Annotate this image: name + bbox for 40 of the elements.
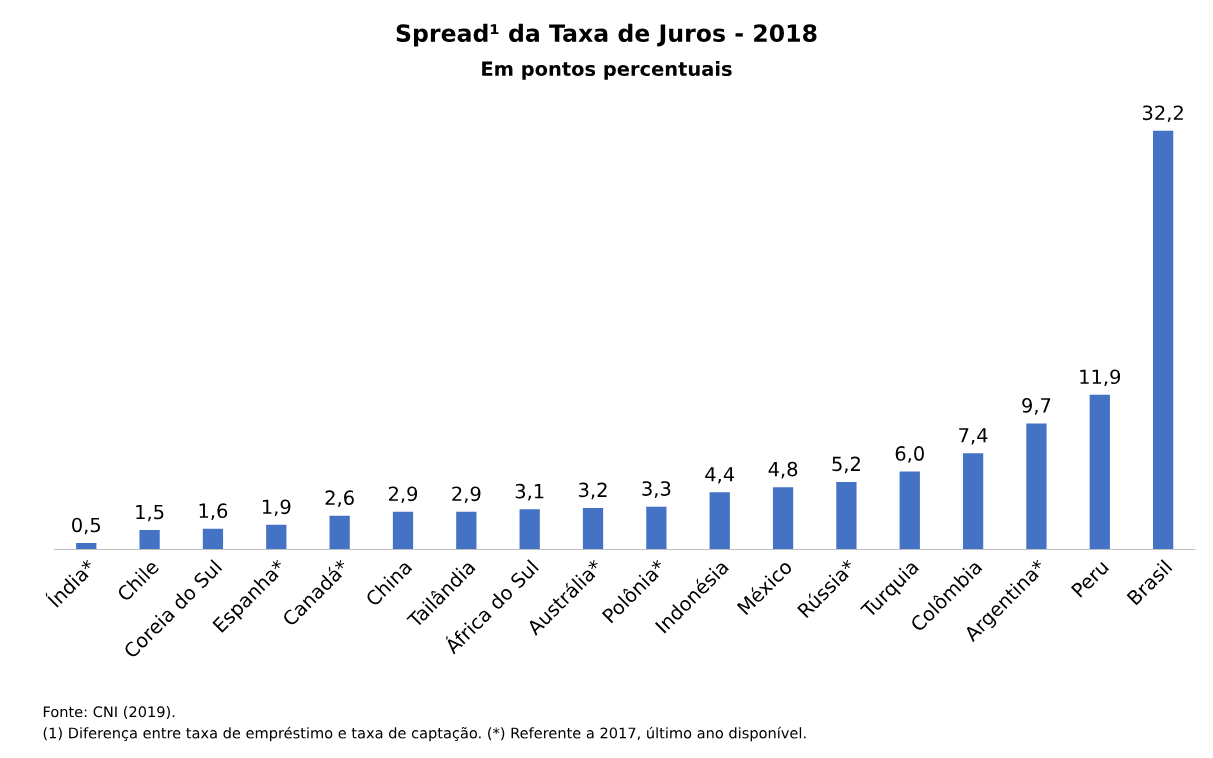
bar — [139, 530, 160, 550]
bar — [836, 481, 857, 550]
bar — [266, 524, 287, 550]
bar — [646, 506, 667, 550]
data-label: 5,2 — [832, 456, 860, 474]
data-label: 4,4 — [705, 467, 735, 484]
text: (1) Diferença entre taxa de empréstimo e taxa de captação. (*) Referente a 2017, último ano disponível. — [43, 726, 806, 742]
data-label: 11,9 — [1080, 369, 1121, 387]
bar — [899, 471, 920, 550]
data-label: 3,2 — [579, 482, 607, 500]
data-label: 4,8 — [768, 461, 798, 479]
bar — [202, 528, 224, 550]
bar — [1026, 423, 1047, 550]
chart-title: Spread¹ da Taxa de Juros - 2018 — [396, 23, 817, 47]
data-label: 9,7 — [1022, 398, 1051, 415]
data-label: 1,9 — [262, 499, 291, 517]
data-label: 2,6 — [325, 490, 354, 508]
source-note: Fonte: CNI (2019). — [43, 706, 175, 719]
data-label: 2,9 — [388, 486, 418, 504]
data-label: 6,0 — [895, 446, 924, 463]
bar — [709, 492, 730, 550]
bar — [582, 507, 604, 550]
bar — [519, 509, 540, 550]
bar — [962, 453, 984, 550]
data-label: 2,9 — [452, 486, 481, 504]
data-label: 0,5 — [72, 517, 101, 535]
data-label: 1,6 — [199, 503, 228, 521]
bar — [76, 543, 97, 550]
bar — [392, 511, 414, 550]
bar — [329, 515, 350, 550]
bar — [1153, 130, 1174, 550]
bar — [772, 487, 794, 550]
bar — [1089, 394, 1110, 550]
data-label: 3,3 — [642, 481, 671, 498]
data-label: 7,4 — [959, 428, 988, 445]
bar — [456, 511, 477, 550]
data-label: 32,2 — [1142, 105, 1183, 123]
data-label: 3,1 — [515, 483, 544, 501]
data-label: 1,5 — [136, 504, 164, 522]
chart-subtitle: Em pontos percentuais — [482, 61, 732, 80]
